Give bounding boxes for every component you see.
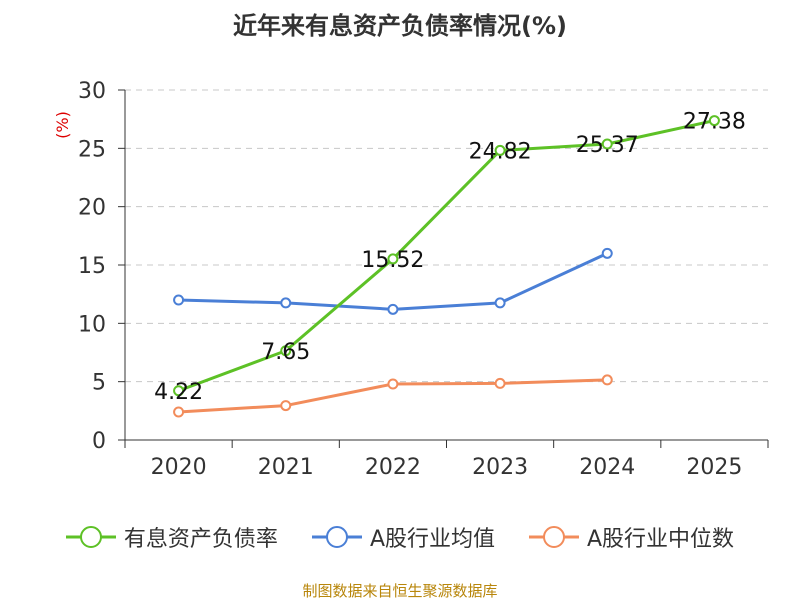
- y-tick-label: 25: [78, 137, 106, 162]
- legend: 有息资产负债率 A股行业均值 A股行业中位数: [0, 520, 800, 554]
- data-point: [173, 406, 185, 418]
- x-tick-label: 2023: [472, 455, 528, 480]
- chart-title: 近年来有息资产负债率情况(%): [233, 12, 567, 40]
- legend-label: A股行业中位数: [587, 527, 735, 552]
- data-point: [494, 144, 506, 156]
- data-point: [494, 297, 506, 309]
- data-point: [387, 253, 399, 265]
- x-tick-label: 2024: [579, 455, 635, 480]
- grid-lines: [125, 89, 768, 383]
- legend-swatch: [529, 526, 579, 548]
- data-label: 4.22: [154, 380, 203, 405]
- data-label: 7.65: [261, 340, 310, 365]
- x-tick-label: 2020: [151, 455, 207, 480]
- legend-item[interactable]: A股行业均值: [311, 521, 495, 553]
- data-label: 24.82: [469, 139, 532, 164]
- data-point: [280, 345, 292, 357]
- series-lines: [173, 115, 720, 418]
- y-tick-label: 15: [78, 254, 106, 279]
- legend-item[interactable]: 有息资产负债率: [65, 521, 278, 553]
- y-tick-label: 20: [78, 196, 106, 221]
- legend-swatch: [311, 526, 362, 548]
- legend-label: 有息资产负债率: [123, 527, 278, 552]
- data-labels: 4.22 7.65 15.52 24.82 25.37 27.38: [154, 110, 746, 405]
- data-point: [601, 247, 613, 259]
- data-point: [601, 138, 613, 150]
- y-tick-label: 0: [92, 429, 106, 454]
- data-point: [494, 377, 506, 389]
- data-point: [173, 385, 185, 397]
- x-tick-label: 2025: [686, 455, 742, 480]
- source-note: 制图数据来自恒生聚源数据库: [302, 582, 498, 600]
- data-point: [387, 378, 399, 390]
- y-tick-label: 5: [92, 371, 106, 396]
- y-axis-label: (%): [53, 111, 72, 139]
- legend-label: A股行业均值: [369, 527, 495, 552]
- data-point: [280, 400, 292, 412]
- data-label: 25.37: [576, 133, 639, 158]
- data-point: [387, 303, 399, 315]
- x-tick-label: 2022: [365, 455, 421, 480]
- data-point: [280, 297, 292, 309]
- legend-swatch: [65, 526, 116, 548]
- data-point: [601, 374, 613, 386]
- legend-item[interactable]: A股行业中位数: [529, 521, 734, 553]
- series-line: [178, 119, 715, 393]
- data-label: 27.38: [683, 110, 746, 135]
- data-point: [173, 294, 185, 306]
- x-tick-label: 2021: [258, 455, 314, 480]
- data-label: 15.52: [361, 248, 424, 273]
- y-tick-label: 10: [78, 312, 106, 337]
- data-point: [708, 115, 720, 127]
- y-tick-label: 30: [78, 79, 106, 104]
